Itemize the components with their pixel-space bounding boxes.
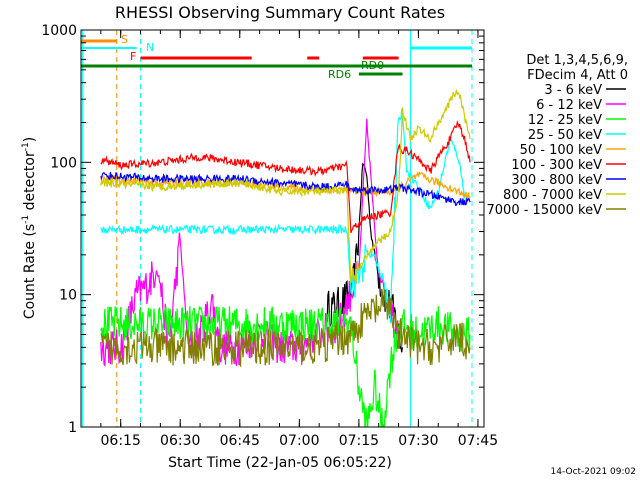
legend-label: 25 - 50 keV [528, 128, 602, 143]
series-line-4 [100, 106, 471, 324]
y-tick-label: 100 [50, 155, 77, 171]
y-tick-label: 10 [59, 288, 77, 304]
series-line-9 [100, 288, 471, 368]
y-tick-label: 1 [68, 420, 77, 436]
legend-header-line: Det 1,3,4,5,6,9, [526, 53, 628, 68]
legend-label: 100 - 300 keV [511, 158, 602, 173]
flag-label-rd0: RD0 [361, 59, 384, 72]
series-line-7 [100, 172, 471, 207]
y-axis-label: Count Rate (s-1 detector-1) [21, 137, 38, 319]
y-tick-label: 1000 [41, 23, 77, 39]
flag-label-f: F [130, 50, 136, 63]
series-line-2 [100, 118, 400, 367]
flag-label-rd6: RD6 [328, 68, 351, 81]
x-tick-label: 06:45 [220, 433, 260, 449]
x-tick-label: 06:15 [101, 433, 141, 449]
legend-header-line: FDecim 4, Att 0 [527, 68, 628, 83]
x-tick-label: 07:00 [279, 433, 319, 449]
legend-label: 800 - 7000 keV [503, 188, 602, 203]
legend-label: 3 - 6 keV [544, 83, 602, 98]
flag-label-s: S [121, 33, 128, 46]
series-line-8 [100, 89, 471, 284]
x-tick-label: 07:15 [339, 433, 379, 449]
x-axis-label: Start Time (22-Jan-05 06:05:22) [168, 455, 392, 471]
series-line-3 [100, 305, 471, 427]
x-tick-label: 07:30 [398, 433, 438, 449]
legend-label: 50 - 100 keV [520, 143, 603, 158]
series-line-5 [100, 171, 471, 200]
legend-label: 7000 - 15000 keV [487, 203, 603, 218]
x-tick-label: 06:30 [160, 433, 200, 449]
flag-label-n: N [146, 41, 154, 54]
legend-label: 300 - 800 keV [511, 173, 602, 188]
legend-label: 6 - 12 keV [536, 98, 602, 113]
chart-title: RHESSI Observing Summary Count Rates [115, 3, 445, 22]
plot-frame [80, 29, 485, 428]
x-tick-label: 07:45 [458, 433, 498, 449]
legend-label: 12 - 25 keV [528, 113, 602, 128]
timestamp: 14-Oct-2021 09:02 [551, 467, 636, 477]
series-line-6 [100, 119, 471, 234]
